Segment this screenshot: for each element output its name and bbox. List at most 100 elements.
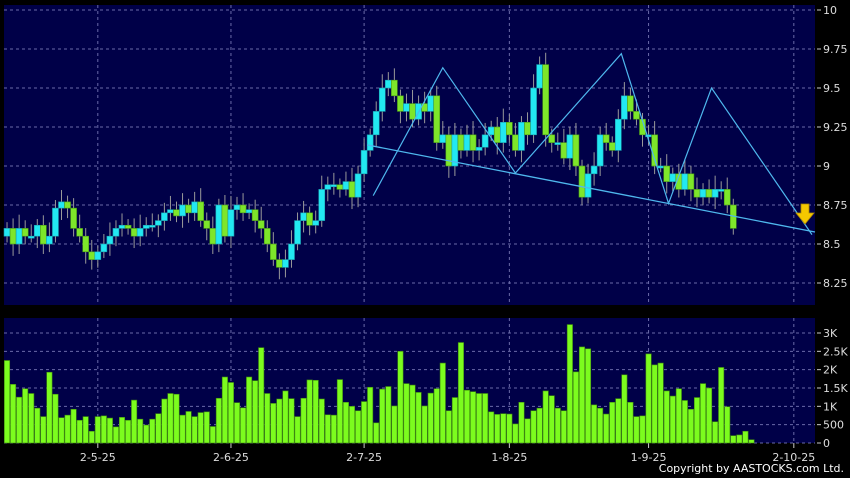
volume-bar [457, 342, 464, 444]
candle [336, 184, 344, 190]
volume-bar [639, 415, 646, 444]
candle [366, 134, 374, 151]
volume-bar [633, 416, 640, 444]
volume-bar [433, 388, 440, 444]
candle [52, 207, 59, 237]
volume-bar [64, 414, 71, 444]
candle [439, 134, 447, 143]
volume-bar [524, 418, 531, 444]
date-tick-label: 1-9-25 [631, 451, 667, 464]
candle [433, 95, 441, 143]
volume-bar [591, 404, 598, 444]
volume-bar [597, 407, 604, 444]
volume-bar [52, 393, 59, 444]
volume-bar [712, 421, 719, 444]
candle [263, 228, 271, 245]
volume-bar [439, 362, 446, 444]
candle [33, 224, 41, 237]
volume-bar [512, 423, 519, 444]
volume-bar [494, 414, 501, 444]
volume-bar [397, 351, 404, 444]
volume-bar [367, 386, 374, 444]
volume-bar [203, 411, 210, 444]
candle [627, 95, 634, 112]
volume-bar [46, 371, 53, 444]
volume-bar [94, 416, 101, 444]
volume-bar [82, 416, 89, 444]
volume-bar [748, 439, 755, 444]
candle [142, 224, 150, 229]
volume-bar [300, 397, 307, 444]
candle [148, 224, 156, 228]
volume-bar [451, 397, 458, 444]
volume-bar [209, 426, 216, 444]
candle [705, 189, 713, 198]
price-tick-label: 9.5 [823, 82, 841, 95]
volume-bar [119, 417, 126, 444]
candle [687, 173, 695, 190]
candle [596, 134, 604, 167]
candle [239, 204, 247, 214]
volume-bar [693, 397, 700, 444]
volume-bar [566, 324, 573, 444]
volume-bar [10, 384, 17, 444]
candle [270, 243, 277, 260]
volume-bar [463, 389, 470, 444]
candle [578, 165, 586, 198]
price-tick-label: 8.25 [823, 277, 848, 290]
down-arrow-icon [795, 203, 815, 225]
candle [360, 150, 368, 175]
volume-bar [506, 413, 513, 444]
price-tick-label: 9 [823, 160, 830, 173]
candle [342, 181, 350, 190]
price-tick-label: 9.25 [823, 121, 848, 134]
volume-bar [22, 388, 29, 444]
volume-bar [687, 408, 694, 444]
candle [318, 189, 326, 221]
volume-bar [403, 383, 410, 444]
volume-bar [312, 379, 319, 444]
volume-bar [718, 367, 725, 444]
candle [300, 212, 307, 221]
candle [179, 204, 186, 217]
volume-bar [536, 407, 543, 444]
candle [324, 184, 332, 190]
candle [481, 134, 489, 148]
candle [161, 212, 168, 221]
volume-bar [179, 414, 186, 444]
candle [306, 212, 313, 226]
candle [391, 79, 398, 97]
volume-bar [385, 386, 392, 444]
candle [548, 134, 556, 143]
volume-bar [227, 382, 234, 444]
volume-tick-label: 2K [823, 364, 838, 377]
volume-bar [270, 403, 277, 444]
candle [27, 235, 35, 239]
volume-bar [16, 396, 23, 444]
candle [21, 228, 29, 237]
volume-bar [669, 395, 676, 444]
candle [572, 134, 580, 167]
volume-bar [4, 360, 11, 444]
volume-bar [548, 395, 555, 444]
volume-bar [88, 430, 95, 444]
candle [348, 181, 356, 198]
volume-bar [318, 398, 325, 444]
volume-bar [106, 417, 113, 444]
volume-bar [40, 416, 47, 444]
candle [112, 228, 120, 237]
candle [106, 235, 114, 245]
volume-bar [645, 353, 652, 444]
volume-bar [609, 401, 616, 444]
candle [621, 95, 628, 120]
volume-bar [615, 398, 622, 444]
volume-tick-label: 500 [823, 419, 844, 432]
zigzag-pattern [372, 52, 813, 235]
candle [409, 103, 416, 120]
volume-bar [330, 414, 337, 444]
candle [257, 220, 265, 229]
candle [681, 173, 689, 190]
candle [427, 95, 434, 112]
candle [197, 201, 204, 221]
volume-bar [252, 380, 259, 444]
